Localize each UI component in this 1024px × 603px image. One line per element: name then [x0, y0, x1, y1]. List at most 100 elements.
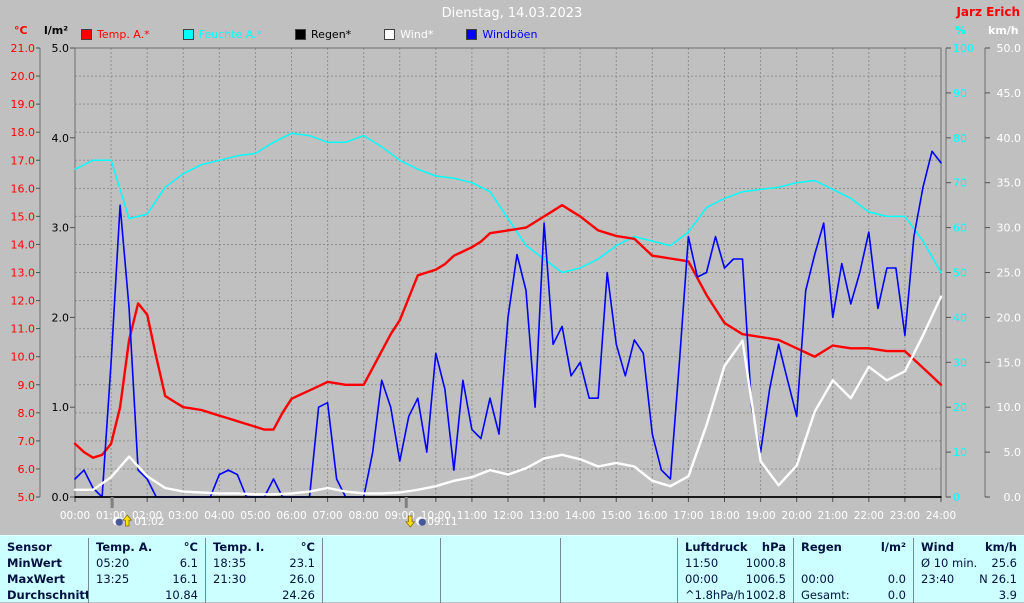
axis-label-wind: 20.0 [997, 311, 1022, 324]
time-label: 03:00 [168, 510, 198, 522]
time-label: 05:00 [240, 510, 270, 522]
axis-label-wind: 45.0 [997, 87, 1022, 100]
table-cell-value: l/m² [880, 539, 906, 554]
axis-label-wind: 30.0 [997, 222, 1022, 235]
table-header-cell: Luftdruck hPa [677, 538, 793, 555]
table-cell [440, 571, 560, 587]
table-cell-label: 00:00 [801, 572, 835, 586]
legend-item: Temp. A.* [81, 28, 150, 41]
axis-label-temp: 8.0 [18, 407, 36, 420]
series-temp-a- [73, 203, 943, 459]
table-cell: 13:25 16.1 [88, 571, 205, 587]
time-label: 23:00 [890, 510, 920, 522]
axis-label-humidity: 80 [953, 132, 967, 145]
legend-label: Regen* [311, 28, 352, 41]
table-cell-label: Regen [801, 539, 842, 554]
axis-label-wind: 50.0 [997, 42, 1022, 55]
table-cell-value: 24.26 [282, 588, 315, 602]
table-cell-value: °C [300, 539, 315, 554]
legend-item: Regen* [295, 28, 351, 41]
right-axis-unit-wind: km/h [988, 24, 1019, 37]
time-label: 02:00 [132, 510, 162, 522]
table-cell [560, 587, 677, 603]
legend-label: Wind* [400, 28, 434, 41]
table-cell: 23:40 N 26.1 [913, 571, 1024, 587]
table-cell: 11:50 1000.8 [677, 555, 793, 571]
axis-label-temp: 10.0 [11, 351, 36, 364]
legend-item: Wind* [384, 28, 433, 41]
table-row-label: Durchschnitt [7, 588, 88, 602]
legend-label: Temp. A.* [97, 28, 150, 41]
axis-label-rain: 4.0 [52, 132, 70, 145]
time-label: 20:00 [782, 510, 812, 522]
table-cell-label: Temp. I. [213, 539, 265, 554]
time-label: 24:00 [926, 510, 956, 522]
axis-label-rain: 2.0 [52, 311, 70, 324]
axis-label-temp: 11.0 [11, 323, 36, 336]
axis-label-humidity: 60 [953, 222, 967, 235]
legend-item: Windböen [466, 28, 537, 41]
legend-swatch [81, 29, 92, 40]
axis-label-temp: 13.0 [11, 267, 36, 280]
table-header-cell: Temp. I. °C [205, 538, 322, 555]
table-cell [560, 571, 677, 587]
table-cell-label: 21:30 [213, 572, 247, 586]
table-cell-label: 05:20 [96, 556, 130, 570]
table-cell-value: 1006.5 [745, 572, 786, 586]
table-cell-value: km/h [984, 539, 1017, 554]
table-cell: 10.84 [88, 587, 205, 603]
axis-label-temp: 5.0 [18, 491, 36, 504]
time-label: 16:00 [637, 510, 667, 522]
table-header-cell [440, 538, 560, 555]
table-header-cell [560, 538, 677, 555]
legend-item: Feuchte A.* [182, 28, 262, 41]
table-cell-value: 1002.8 [745, 588, 786, 602]
axis-label-wind: 15.0 [997, 356, 1022, 369]
left-axis-unit-rain: l/m² [44, 24, 69, 37]
table-cell-value: 0.0 [887, 588, 906, 602]
table-cell: Gesamt: 0.0 [793, 587, 913, 603]
axis-label-wind: 35.0 [997, 177, 1022, 190]
axis-label-humidity: 70 [953, 177, 967, 190]
axis-label-wind: 0.0 [1004, 491, 1022, 504]
legend-swatch [384, 29, 396, 40]
table-cell: 18:35 23.1 [205, 555, 322, 571]
legend-swatch [295, 29, 307, 40]
table-cell: 24.26 [205, 587, 322, 603]
axis-label-humidity: 50 [953, 267, 967, 280]
table-cell [440, 587, 560, 603]
axis-label-wind: 5.0 [1004, 446, 1022, 459]
table-cell-value: N 26.1 [979, 572, 1017, 586]
table-row-label: MaxWert [7, 572, 65, 586]
time-label: 07:00 [312, 510, 342, 522]
moon-icon-shadow [418, 518, 426, 526]
axis-label-temp: 12.0 [11, 295, 36, 308]
series-feuchte-a- [74, 132, 942, 274]
table-cell: 00:00 0.0 [793, 571, 913, 587]
legend: Temp. A.* Feuchte A.* Regen* Wind* Windböen [81, 28, 570, 41]
table-header-cell: Regen l/m² [793, 538, 913, 555]
table-cell-label: 18:35 [213, 556, 247, 570]
axis-label-humidity: 10 [953, 446, 967, 459]
table-row-label: MinWert [7, 556, 62, 570]
table-header-cell: Wind km/h [913, 538, 1024, 555]
axis-label-temp: 14.0 [11, 238, 36, 251]
table-cell-value: 16.1 [172, 572, 198, 586]
table-cell-label: Luftdruck [685, 539, 748, 554]
table-cell [322, 571, 440, 587]
chart-title: Dienstag, 14.03.2023 [441, 6, 583, 21]
moon-set-arrow-icon [405, 515, 416, 528]
axis-label-temp: 15.0 [11, 210, 36, 223]
chart-header: °C l/m² Temp. A.* Feuchte A.* Regen* Wind* W… [0, 0, 1024, 48]
table-cell-label: 11:50 [685, 556, 719, 570]
time-label: 10:00 [421, 510, 451, 522]
time-label: 08:00 [349, 510, 379, 522]
axis-label-wind: 25.0 [997, 267, 1022, 280]
table-cell [793, 555, 913, 571]
table-cell: 05:20 6.1 [88, 555, 205, 571]
axis-label-rain: 1.0 [52, 401, 70, 414]
time-label: 12:00 [493, 510, 523, 522]
time-label: 13:00 [529, 510, 559, 522]
table-cell-label: Gesamt: [801, 588, 850, 602]
table-cell-value: 0.0 [887, 572, 906, 586]
